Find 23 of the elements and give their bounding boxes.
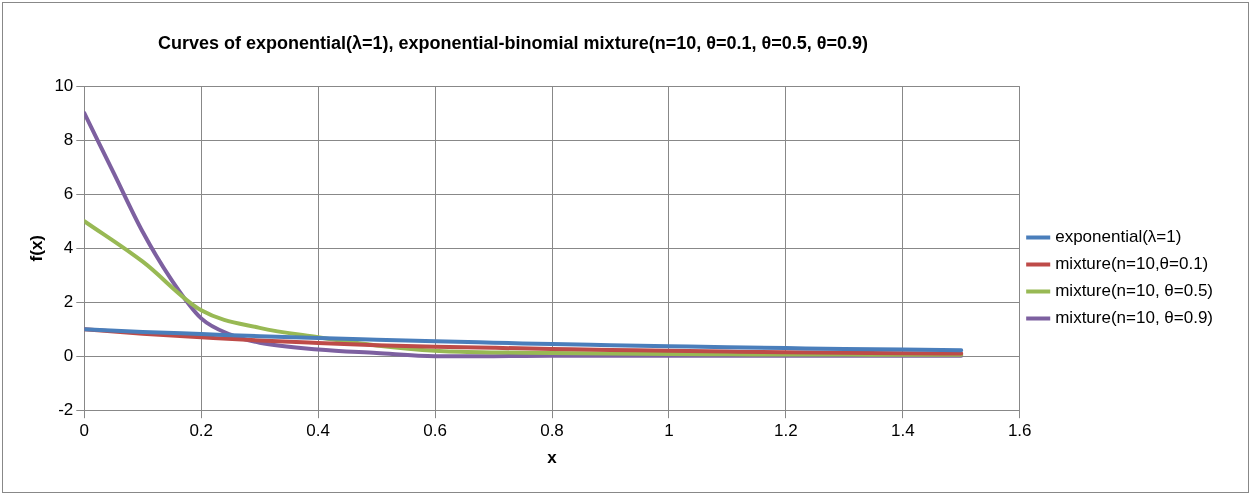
x-tick-label: 0.4 (306, 421, 330, 441)
x-tick-label: 0.6 (423, 421, 447, 441)
x-tick-label: 1.4 (890, 421, 915, 441)
y-tick-label: 4 (63, 237, 74, 257)
legend-label: exponential(λ=1) (1055, 227, 1182, 247)
x-tick-label: 1 (664, 421, 674, 441)
legend-label: mixture(n=10,θ=0.1) (1055, 254, 1209, 274)
y-tick-label: 6 (63, 183, 74, 203)
x-tick-label: 1.6 (1007, 421, 1032, 441)
x-tick-label: 0.2 (189, 421, 214, 441)
legend-label: mixture(n=10, θ=0.5) (1055, 281, 1214, 301)
legend-label: mixture(n=10, θ=0.9) (1055, 308, 1214, 328)
y-tick-label: 0 (63, 345, 74, 365)
y-tick-label: -2 (58, 399, 74, 419)
y-tick-label: 2 (63, 291, 74, 311)
chart-title: Curves of exponential(λ=1), exponential-binomial mixture(n=10, θ=0.1, θ=0.5, θ=0.9) (157, 33, 869, 54)
x-tick-label: 0.8 (540, 421, 564, 441)
x-tick-label: 0 (79, 421, 90, 441)
x-axis-title: x (547, 448, 558, 468)
y-axis-title: f(x) (26, 234, 46, 262)
y-tick-label: 8 (63, 129, 74, 149)
x-tick-label: 1.2 (774, 421, 798, 441)
y-tick-label: 10 (54, 75, 74, 95)
